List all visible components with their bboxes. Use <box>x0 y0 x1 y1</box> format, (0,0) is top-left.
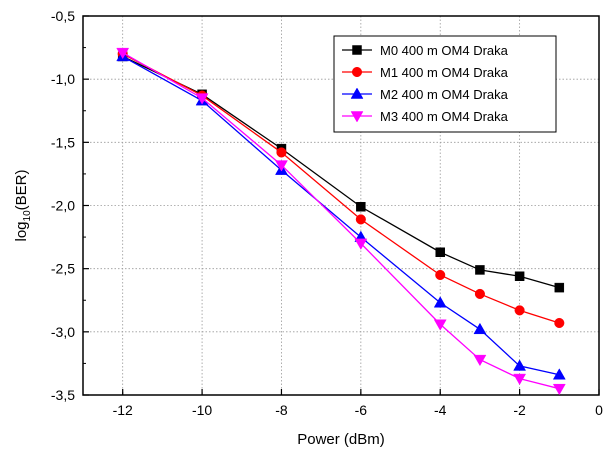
y-tick-label: -0,5 <box>51 8 75 24</box>
data-point <box>434 297 446 308</box>
data-point <box>555 318 565 328</box>
data-point <box>356 215 366 225</box>
x-tick-label: -6 <box>355 402 368 418</box>
y-axis-title-subscript: 10 <box>22 210 33 222</box>
y-axis-title-rest: (BER) <box>13 170 30 211</box>
data-point <box>474 355 486 366</box>
data-point <box>515 306 525 316</box>
x-tick-label: -8 <box>275 402 288 418</box>
data-point <box>475 265 484 274</box>
data-point <box>515 272 524 281</box>
data-point <box>436 248 445 257</box>
y-tick-label: -1,5 <box>51 134 75 150</box>
data-point <box>356 202 365 211</box>
x-tick-label: -4 <box>434 402 447 418</box>
y-axis-title-main: log <box>13 221 30 241</box>
y-axis-title: log10(BER) <box>13 170 33 242</box>
legend-label: M0 400 m OM4 Draka <box>380 43 509 58</box>
legend-marker <box>353 46 362 55</box>
x-tick-label: 0 <box>595 402 603 418</box>
data-point <box>475 289 485 299</box>
legend: M0 400 m OM4 Draka M1 400 m OM4 Draka M2 4… <box>334 36 556 132</box>
legend-marker <box>352 67 362 77</box>
data-point <box>277 148 287 158</box>
y-tick-label: -2,0 <box>51 198 75 214</box>
x-tick-label: -10 <box>192 402 212 418</box>
x-tick-label: -12 <box>113 402 133 418</box>
legend-label: M1 400 m OM4 Draka <box>380 65 509 80</box>
data-point <box>553 384 565 395</box>
x-axis-title: Power (dBm) <box>297 431 385 448</box>
y-tick-label: -2,5 <box>51 261 75 277</box>
x-tick-label: -2 <box>513 402 526 418</box>
y-tick-label: -3,5 <box>51 387 75 403</box>
data-point <box>435 270 445 280</box>
legend-label: M3 400 m OM4 Draka <box>380 109 509 124</box>
data-point <box>555 283 564 292</box>
y-tick-label: -1,0 <box>51 71 75 87</box>
data-point <box>474 323 486 334</box>
legend-label: M2 400 m OM4 Draka <box>380 87 509 102</box>
y-tick-label: -3,0 <box>51 324 75 340</box>
